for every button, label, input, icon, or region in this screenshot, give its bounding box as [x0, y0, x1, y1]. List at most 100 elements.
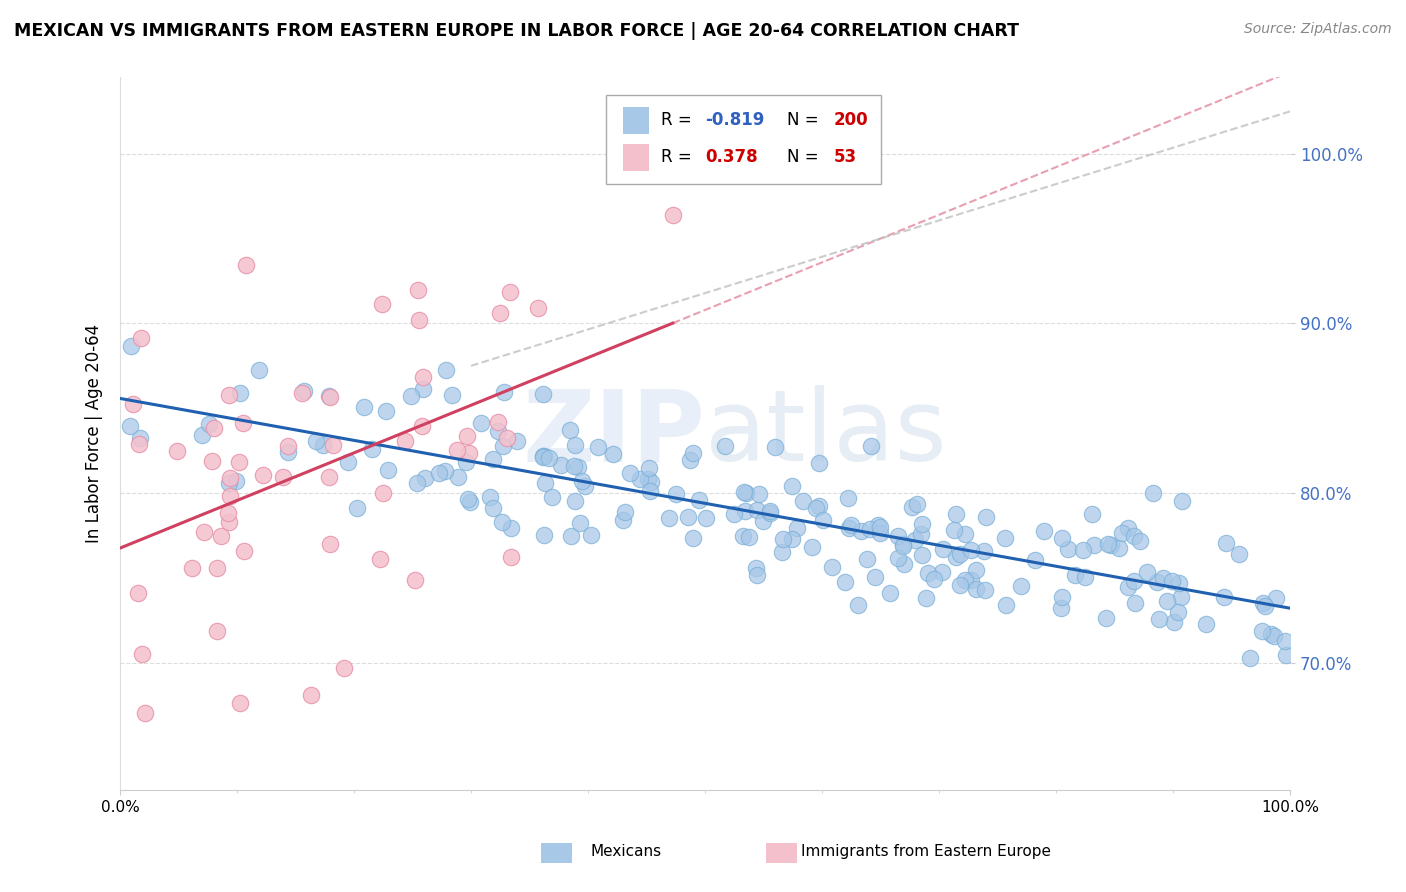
Point [887, 551, 910, 566]
Point [801, 541, 824, 555]
Point [640, 475, 662, 489]
Point [207, 624, 229, 639]
Point [995, 599, 1018, 613]
Point [759, 504, 782, 518]
Point [759, 506, 782, 520]
Point [735, 486, 758, 500]
Point [322, 438, 344, 452]
Point [1275, 648, 1298, 662]
Point [219, 471, 242, 485]
Point [394, 434, 416, 449]
Point [550, 458, 572, 472]
Point [1123, 529, 1146, 543]
Point [960, 543, 983, 558]
Point [1050, 590, 1073, 604]
Point [408, 283, 430, 297]
Text: Mexicans: Mexicans [591, 845, 662, 859]
Point [567, 460, 589, 475]
Point [319, 391, 342, 405]
Point [1227, 547, 1250, 561]
Point [612, 513, 634, 527]
Point [770, 544, 793, 558]
Point [292, 384, 315, 398]
Y-axis label: In Labor Force | Age 20-64: In Labor Force | Age 20-64 [86, 324, 103, 543]
Point [1122, 574, 1144, 588]
Text: ZIP: ZIP [522, 385, 704, 483]
Point [806, 501, 828, 516]
Point [312, 438, 335, 452]
Point [733, 484, 755, 499]
Point [457, 446, 479, 460]
Point [441, 388, 464, 402]
Point [723, 508, 745, 522]
Point [917, 566, 939, 580]
Point [120, 419, 142, 434]
Point [506, 434, 529, 449]
Point [531, 387, 554, 401]
Point [1074, 570, 1097, 584]
Point [839, 517, 862, 532]
Point [1212, 590, 1234, 604]
Point [682, 446, 704, 460]
Point [662, 208, 685, 222]
Point [863, 570, 886, 584]
Text: R =: R = [661, 112, 696, 129]
Point [129, 431, 152, 445]
Point [665, 487, 688, 501]
Point [792, 493, 814, 508]
Text: N =: N = [787, 148, 824, 166]
Point [676, 509, 699, 524]
Point [734, 504, 756, 518]
Point [834, 574, 856, 589]
Point [560, 529, 582, 543]
Point [893, 537, 915, 551]
Point [695, 511, 717, 525]
Point [949, 547, 972, 561]
Point [127, 586, 149, 600]
Point [482, 500, 505, 515]
Point [747, 567, 769, 582]
Point [201, 453, 224, 467]
Point [1129, 534, 1152, 549]
Point [533, 528, 555, 542]
Point [1170, 494, 1192, 508]
Point [1111, 525, 1133, 540]
Point [945, 507, 967, 521]
Point [893, 558, 915, 572]
Point [533, 449, 555, 463]
Point [271, 469, 294, 483]
Point [744, 561, 766, 575]
Point [482, 452, 505, 467]
Point [564, 494, 586, 508]
Point [252, 468, 274, 483]
Point [478, 490, 501, 504]
Point [1071, 543, 1094, 558]
Point [638, 484, 661, 499]
Point [682, 531, 704, 545]
Point [305, 434, 328, 448]
Point [235, 259, 257, 273]
Point [209, 529, 232, 543]
Point [470, 417, 492, 431]
Point [1167, 606, 1189, 620]
Point [688, 493, 710, 508]
Point [406, 475, 429, 490]
Point [1050, 531, 1073, 545]
Point [574, 478, 596, 492]
Point [931, 565, 953, 579]
Point [499, 549, 522, 564]
Point [1024, 553, 1046, 567]
Point [1116, 581, 1139, 595]
Point [131, 647, 153, 661]
Point [134, 706, 156, 721]
Point [1081, 507, 1104, 521]
Text: atlas: atlas [704, 385, 946, 483]
Point [353, 401, 375, 415]
Point [1010, 579, 1032, 593]
Point [1156, 594, 1178, 608]
Point [488, 415, 510, 429]
Point [499, 285, 522, 299]
Point [122, 396, 145, 410]
Point [1274, 634, 1296, 648]
Point [808, 456, 831, 470]
